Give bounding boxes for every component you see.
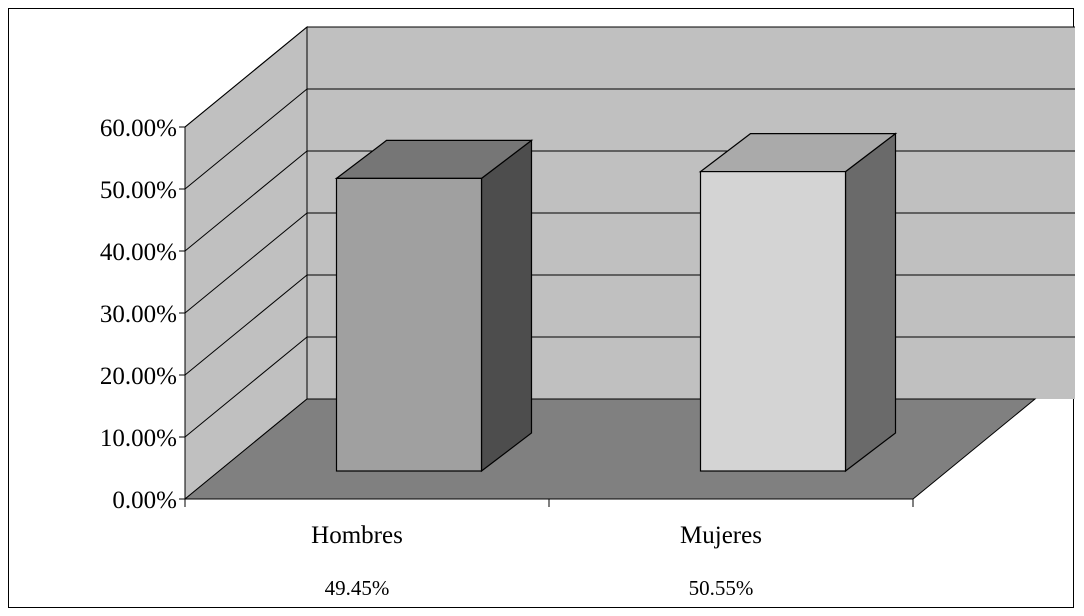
bar-mujeres (699, 170, 847, 472)
bar-side-mujeres (844, 132, 897, 473)
bar-chart-3d: 0.00% 10.00% 20.00% 30.00% 40.00% 50.00% 60.00… (100, 25, 1075, 600)
gridline-side (184, 26, 308, 128)
y-tick-label: 40.00% (100, 239, 177, 266)
data-label-hombres: 49.45% (325, 576, 390, 600)
y-tick-label: 60.00% (100, 115, 177, 142)
gridline-side (184, 88, 308, 190)
data-label-mujeres: 50.55% (689, 576, 754, 600)
bar-hombres (335, 177, 483, 472)
gridline-side (184, 274, 308, 376)
x-tick-label-hombres: Hombres (311, 522, 403, 549)
y-tick-label: 50.00% (100, 177, 177, 204)
y-tick-label: 10.00% (100, 425, 177, 452)
x-tick-label-mujeres: Mujeres (680, 522, 762, 549)
y-tick-label: 30.00% (100, 301, 177, 328)
floor (183, 398, 1037, 500)
y-tick-label: 0.00% (112, 487, 177, 514)
gridline-side (184, 336, 308, 438)
y-tick-label: 20.00% (100, 363, 177, 390)
gridline-side (184, 150, 308, 252)
chart-frame: 0.00% 10.00% 20.00% 30.00% 40.00% 50.00% 60.00… (8, 8, 1075, 608)
bar-side-hombres (480, 139, 533, 473)
gridline-side (184, 212, 308, 314)
